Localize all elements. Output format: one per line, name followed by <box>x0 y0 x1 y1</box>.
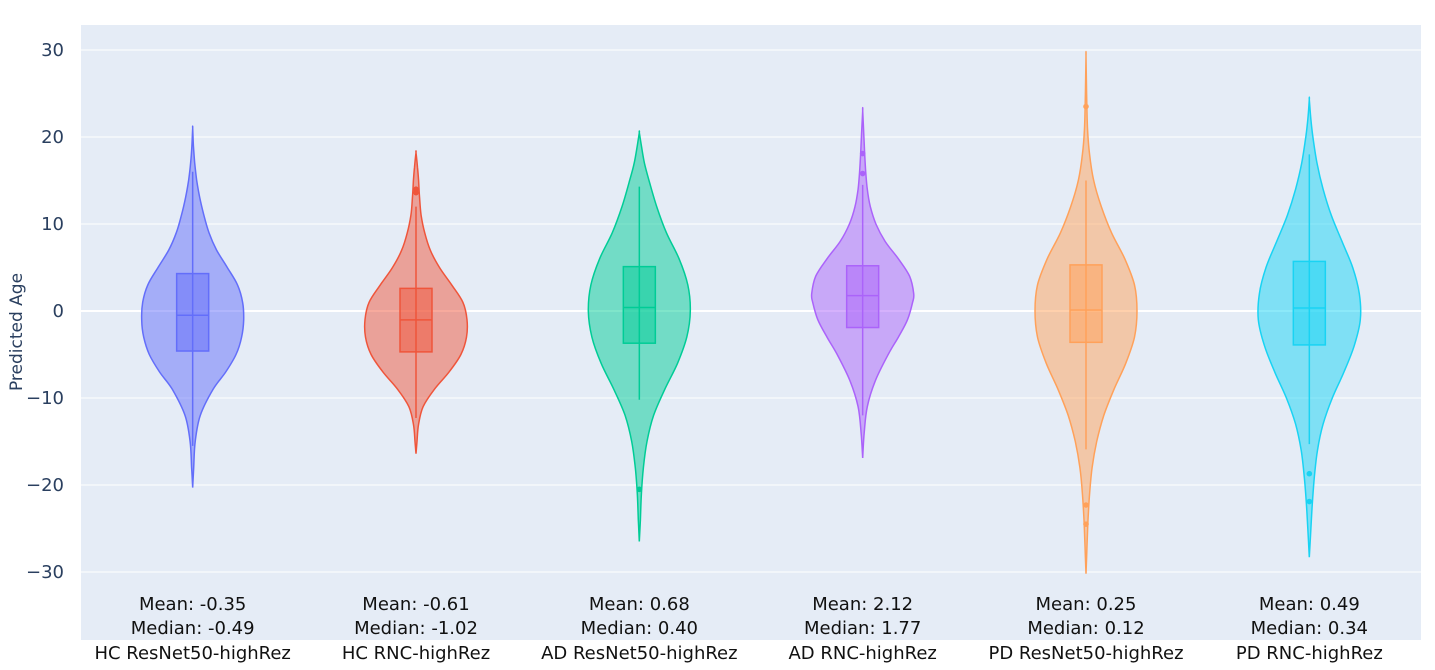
mean-label: Mean: 0.68 <box>589 594 690 615</box>
mean-label: Mean: -0.61 <box>362 594 469 615</box>
outlier-point <box>1083 103 1089 110</box>
category-label: AD RNC-highRez <box>788 643 936 664</box>
violin-group <box>810 106 915 459</box>
iqr-box <box>622 265 657 344</box>
outlier-point <box>1306 470 1313 477</box>
median-label: Median: -0.49 <box>131 618 255 639</box>
category-label: PD RNC-highRez <box>1236 643 1383 664</box>
category-label: AD ResNet50-highRez <box>541 643 738 664</box>
iqr-box <box>1292 260 1327 346</box>
median-label: Median: 1.77 <box>804 618 921 639</box>
y-tick-label: 20 <box>41 127 64 148</box>
y-tick-label: −20 <box>26 475 64 496</box>
iqr-box <box>1069 264 1103 344</box>
y-tick-label: 0 <box>53 301 64 322</box>
violin-group <box>363 150 469 454</box>
gridlines <box>81 49 1421 573</box>
mean-label: Mean: 0.25 <box>1036 594 1137 615</box>
category-labels: Mean: -0.35 Median: -0.49 HC ResNet50-high… <box>94 594 1382 664</box>
violins <box>140 50 1362 574</box>
violin-group <box>140 125 245 488</box>
mean-label: Mean: -0.35 <box>139 594 246 615</box>
outlier-point <box>636 486 643 493</box>
plot-background <box>81 25 1421 640</box>
iqr-box <box>845 265 880 329</box>
outlier-point <box>1083 502 1089 508</box>
y-tick-label: 30 <box>41 40 64 61</box>
outlier-point <box>859 170 866 177</box>
outlier-point <box>1306 498 1313 505</box>
y-tick-label: −30 <box>26 562 64 583</box>
outlier-point <box>859 150 866 157</box>
violin-group <box>1034 50 1138 574</box>
median-label: Median: 0.34 <box>1251 618 1368 639</box>
y-axis-ticks: 30 20 10 0 −10 −20 −30 <box>26 40 64 583</box>
violin-group <box>1257 96 1362 558</box>
y-axis-label: Predicted Age <box>7 273 27 391</box>
y-tick-label: −10 <box>26 388 64 409</box>
mean-label: Mean: 0.49 <box>1259 594 1360 615</box>
outlier-point <box>1083 521 1089 527</box>
y-tick-label: 10 <box>41 214 64 235</box>
median-label: Median: 0.40 <box>581 618 698 639</box>
median-label: Median: 0.12 <box>1027 618 1144 639</box>
category-label: HC ResNet50-highRez <box>94 643 290 664</box>
outlier-point <box>413 186 419 192</box>
category-label: PD ResNet50-highRez <box>988 643 1183 664</box>
violin-group <box>587 130 692 542</box>
mean-label: Mean: 2.12 <box>812 594 913 615</box>
category-label: HC RNC-highRez <box>342 643 490 664</box>
median-label: Median: -1.02 <box>354 618 478 639</box>
iqr-box <box>175 272 210 352</box>
